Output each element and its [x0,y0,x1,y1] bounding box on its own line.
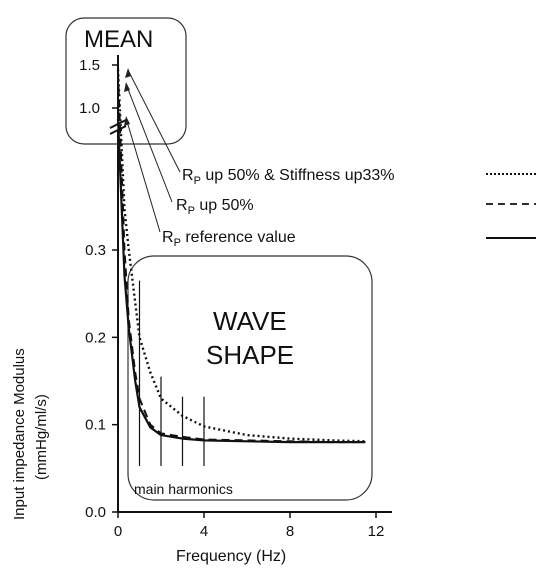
wave-shape-box [127,255,373,501]
y-tick-label: 0.3 [85,242,106,259]
tick-group: 0 4 8 12 0.0 0.1 0.2 0.3 1.0 1.5 [79,57,384,540]
y-axis-label-group: Input impedance Modulus [11,348,28,520]
series-line-solid [116,118,366,444]
legend-2-prefix: R [176,197,188,214]
x-tick-label: 12 [368,523,385,540]
axes [109,55,392,513]
harmonic-marker-group [138,280,205,466]
callout-arrow-dotted [127,69,181,173]
legend-label-3: RP reference value [162,229,296,249]
series-group [116,69,366,444]
y-axis-label-group-2: (mmHg/ml/s) [33,394,50,480]
legend-3-rest: reference value [181,229,296,246]
x-tick-label: 0 [114,523,122,540]
y-tick-label: 1.0 [79,100,100,117]
callout-arrowhead-dashed [124,82,130,92]
mean-label: MEAN [84,26,153,53]
y-tick-label: 0.0 [85,504,106,521]
series-line-dotted [116,69,366,443]
callout-arrowhead-dotted [125,68,131,78]
callout-arrow-solid [125,117,161,233]
callout-arrows [124,68,181,233]
legend-2-rest: up 50% [195,197,254,214]
legend-label-1: RP up 50% & Stiffness up33% [182,167,395,187]
y-tick-label: 0.1 [85,417,106,434]
mean-box [65,17,187,145]
y-axis-label-line2: (mmHg/ml/s) [33,394,50,480]
legend-label-2: RP up 50% [176,197,254,217]
x-tick-label: 4 [200,523,208,540]
legend-1-rest: up 50% & Stiffness up33% [201,167,395,184]
legend: RP up 50% & Stiffness up33% RP up 50% RP… [162,167,536,249]
y-axis-label-line1: Input impedance Modulus [11,348,28,520]
x-axis-label: Frequency (Hz) [176,548,286,565]
y-tick-label: 1.5 [79,57,100,74]
callout-arrowhead-solid [124,116,130,126]
x-tick-label: 8 [286,523,294,540]
legend-1-sub: P [194,175,201,187]
legend-3-sub: P [174,237,181,249]
callout-arrow-dashed [125,83,173,203]
y-tick-label: 0.2 [85,329,106,346]
wave-label: WAVE [213,306,287,336]
legend-3-prefix: R [162,229,174,246]
harmonics-label: main harmonics [134,481,233,497]
legend-1-prefix: R [182,167,194,184]
shape-label: SHAPE [206,340,294,370]
legend-2-sub: P [188,205,195,217]
